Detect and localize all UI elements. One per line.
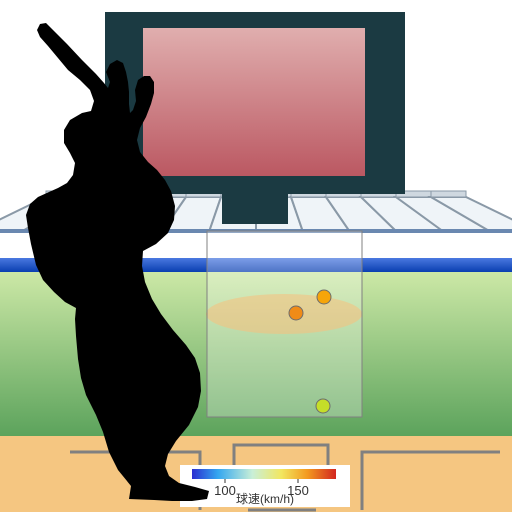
legend-label: 球速(km/h) bbox=[236, 492, 294, 506]
speed-legend: 100150 球速(km/h) bbox=[180, 465, 350, 507]
pitch-marker bbox=[317, 290, 331, 304]
scoreboard-post bbox=[222, 194, 288, 224]
svg-text:100: 100 bbox=[214, 483, 236, 498]
scoreboard-screen bbox=[143, 28, 365, 176]
strike-zone bbox=[207, 231, 362, 417]
pitch-marker bbox=[316, 399, 330, 413]
pitch-location-chart: 100150 球速(km/h) bbox=[0, 0, 512, 512]
pitch-marker bbox=[289, 306, 303, 320]
